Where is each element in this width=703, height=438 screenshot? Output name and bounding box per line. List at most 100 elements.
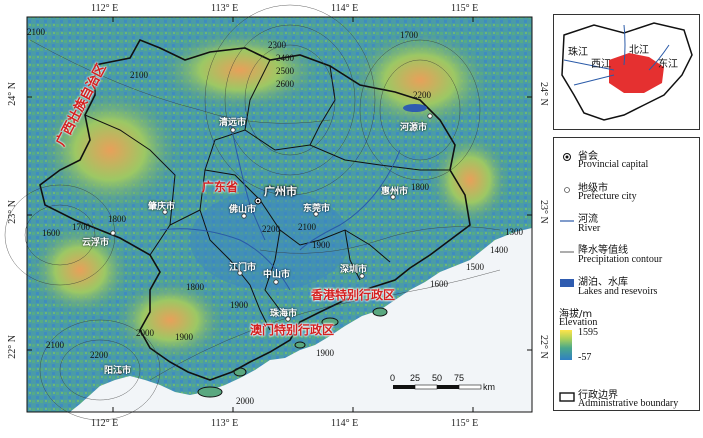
legend-river-en: River: [578, 223, 601, 234]
contour-label: 2000: [136, 328, 154, 338]
scale-tick-75: 75: [454, 373, 465, 383]
lon-bottom-113: 113° E: [211, 418, 239, 429]
legend: 省会 Provincial capital 地级市 Prefecture cit…: [553, 137, 700, 411]
island: [294, 341, 306, 349]
lon-bottom-115: 115° E: [451, 418, 479, 429]
region-label-hongkong: 香港特别行政区: [311, 288, 396, 302]
prefecture-boundary: [244, 59, 271, 131]
legend-elev-zh: 海拔/m: [559, 309, 593, 320]
legend-precip-en: Precipitation contour: [578, 254, 663, 265]
contour-label: 1600: [430, 279, 448, 289]
legend-prefecture-en: Prefecture city: [578, 191, 637, 202]
prefecture-boundary: [344, 229, 361, 281]
contour-label: 1900: [175, 332, 193, 342]
island: [372, 307, 388, 317]
city-label-foshan: 佛山市: [229, 205, 257, 215]
legend-river-zh: 河流: [578, 214, 598, 225]
contour-label: 1300: [505, 227, 523, 237]
city-label-dongguan: 东莞市: [303, 204, 331, 214]
scale-tick-0: 0: [390, 373, 396, 383]
city-label-huizhou: 惠州市: [381, 187, 409, 197]
contour-label: 2200: [262, 224, 280, 234]
lat-right-24: 24° N: [538, 82, 549, 106]
precipitation-contours: [4, 4, 501, 421]
contour-label: 1600: [42, 228, 60, 238]
lat-left-22: 22° N: [7, 335, 18, 359]
lon-top-115: 115° E: [451, 3, 479, 14]
legend-capital-zh: 省会: [578, 151, 598, 162]
contour-label: 2300: [268, 40, 286, 50]
contour-label: 1400: [490, 245, 508, 255]
hills-sw: [115, 280, 225, 360]
capital-marker: [254, 197, 262, 205]
lat-right-23: 23° N: [538, 200, 549, 224]
contour-label: 2100: [298, 222, 316, 232]
graticule-ticks: [27, 17, 532, 412]
contour-label: 1800: [108, 214, 126, 224]
region-label-macao: 澳门特别行政区: [250, 323, 335, 337]
hills-n: [160, 30, 320, 110]
contour-label: 2200: [90, 350, 108, 360]
city-label-jiangmen: 江门市: [229, 263, 257, 273]
scale-tick-50: 50: [432, 373, 443, 383]
hills-ne: [350, 30, 490, 130]
inset-label-dongjiang: 东江: [658, 59, 678, 70]
inset-label-beijiang: 北江: [629, 45, 649, 56]
contour-label: 2600: [276, 79, 294, 89]
lon-top-114: 114° E: [331, 3, 359, 14]
lon-top-112: 112° E: [91, 3, 119, 14]
city-label-qingyuan: 清远市: [219, 118, 247, 128]
lon-bottom-112: 112° E: [91, 418, 119, 429]
contour-label: 1700: [400, 30, 418, 40]
lat-left-24: 24° N: [7, 82, 18, 106]
rivers: [159, 119, 401, 291]
map-border: [26, 16, 533, 413]
city-label-shenzhen: 深圳市: [340, 265, 368, 275]
city-label-zhaoqing: 肇庆市: [148, 202, 176, 212]
scale-unit: km: [483, 382, 495, 392]
prefecture-boundary: [264, 229, 281, 311]
island: [321, 317, 339, 327]
lon-top-113: 113° E: [211, 3, 239, 14]
island: [197, 386, 223, 398]
lat-left-23: 23° N: [7, 200, 18, 224]
contour-label: 2200: [413, 90, 431, 100]
contour-label: 1700: [72, 222, 90, 232]
inset-svg: [561, 22, 693, 121]
province-boundary: [39, 38, 471, 381]
hills-nw: [40, 90, 180, 210]
city-label-zhongshan: 中山市: [263, 270, 291, 280]
city-label-yunfu: 云浮市: [82, 238, 110, 248]
contour-label: 2100: [46, 340, 64, 350]
prefecture-boundary: [309, 65, 336, 146]
inset-label-xijiang: 西江: [591, 59, 611, 70]
prefecture-boundary: [84, 114, 176, 226]
inset-locator-map: 珠江 北江 西江 东江: [553, 14, 700, 130]
city-label-zhuhai: 珠海市: [270, 309, 298, 319]
lake: [403, 104, 427, 112]
contour-label: 2000: [236, 396, 254, 406]
legend-prefecture-zh: 地级市: [578, 183, 608, 194]
hills-w: [30, 225, 130, 315]
contour-label: 1500: [466, 262, 484, 272]
contour-label: 1800: [411, 182, 429, 192]
lat-right-22: 22° N: [538, 335, 549, 359]
city-label-yangjiang: 阳江市: [104, 366, 132, 376]
city-label-guangzhou: 广州市: [264, 185, 297, 198]
contour-label: 2400: [276, 53, 294, 63]
legend-capital-en: Provincial capital: [578, 159, 649, 170]
legend-boundary-en: Administrative boundary: [578, 398, 679, 409]
legend-boundary-zh: 行政边界: [578, 390, 618, 401]
legend-precip-zh: 降水等值线: [578, 245, 628, 256]
contour-label: 2100: [27, 27, 45, 37]
region-label-guangdong: 广东省: [202, 180, 239, 194]
contour-label: 2500: [276, 66, 294, 76]
contour-label: 1900: [312, 240, 330, 250]
scale-tick-25: 25: [410, 373, 421, 383]
prefecture-boundary: [149, 129, 450, 256]
plain-delta: [190, 190, 350, 290]
legend-elev-en: Elevation: [559, 317, 598, 328]
prefecture-boundary: [204, 169, 391, 263]
legend-lake-en: Lakes and resevoirs: [578, 286, 658, 297]
